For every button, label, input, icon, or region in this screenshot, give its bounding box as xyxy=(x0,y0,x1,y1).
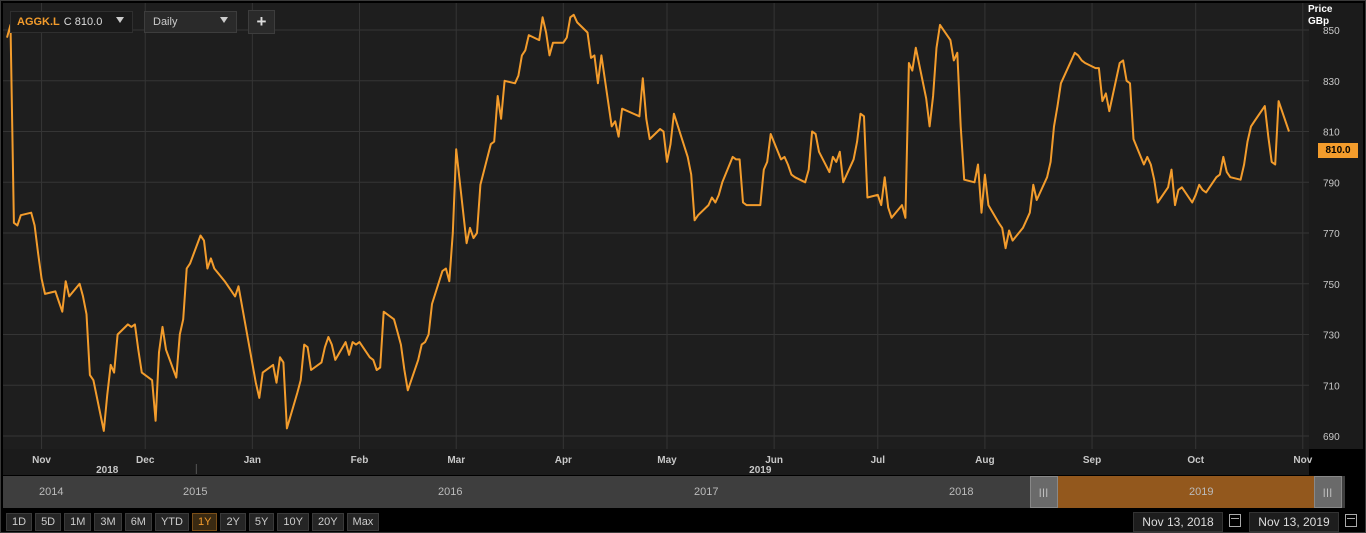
y-tick-label: 810 xyxy=(1323,128,1340,139)
chevron-down-icon[interactable] xyxy=(220,17,228,23)
y-tick-label: 730 xyxy=(1323,331,1340,342)
x-tick-label: Dec xyxy=(136,455,155,466)
y-tick-label: 830 xyxy=(1323,77,1340,88)
ticker-symbol: AGGK.L xyxy=(17,16,60,28)
price-label: Price xyxy=(1308,4,1333,15)
interval-label: Daily xyxy=(153,16,178,28)
navigator-year-label: 2014 xyxy=(39,486,64,498)
range-button-10y[interactable]: 10Y xyxy=(277,513,309,531)
x-tick-label: Jun xyxy=(765,455,783,466)
range-button-ytd[interactable]: YTD xyxy=(154,513,189,531)
y-tick-label: 690 xyxy=(1323,432,1340,443)
y-tick-label: 710 xyxy=(1323,381,1340,392)
range-button-2y[interactable]: 2Y xyxy=(220,513,246,531)
range-selector: 1D 5D 1M 3M 6M YTD 1Y 2Y 5Y 10Y 20Y Max xyxy=(6,513,380,531)
navigator-right-handle[interactable]: ||| xyxy=(1314,476,1342,508)
year-label: 2018 xyxy=(96,465,119,476)
x-tick-label: Oct xyxy=(1187,455,1204,466)
y-tick-label: 770 xyxy=(1323,229,1340,240)
x-tick-label: May xyxy=(657,455,677,466)
x-tick-label: Aug xyxy=(975,455,994,466)
x-tick-label: Apr xyxy=(555,455,572,466)
range-button-3m[interactable]: 3M xyxy=(94,513,122,531)
calendar-icon[interactable] xyxy=(1345,514,1357,527)
year-label: 2019 xyxy=(749,465,772,476)
plot-area xyxy=(3,3,1309,449)
interval-dropdown[interactable]: Daily xyxy=(144,11,237,33)
x-tick-label: Jul xyxy=(871,455,886,466)
ticker-selector[interactable]: AGGK.L C 810.0 xyxy=(10,11,133,33)
end-date-field[interactable]: Nov 13, 2019 xyxy=(1249,512,1339,532)
time-axis-area xyxy=(3,449,1309,475)
start-date-field[interactable]: Nov 13, 2018 xyxy=(1133,512,1223,532)
price-line xyxy=(6,13,1290,432)
add-series-button[interactable]: + xyxy=(248,10,275,34)
x-tick-label: Nov xyxy=(32,455,51,466)
navigator-year-label: 2017 xyxy=(694,486,719,498)
close-price: C 810.0 xyxy=(63,16,103,28)
range-button-1d[interactable]: 1D xyxy=(6,513,33,531)
y-tick-label: 790 xyxy=(1323,178,1340,189)
navigator-left-handle[interactable]: ||| xyxy=(1030,476,1058,508)
navigator-year-label: 2019 xyxy=(1189,486,1214,498)
price-unit-label: Price GBp xyxy=(1308,4,1338,28)
range-button-20y[interactable]: 20Y xyxy=(311,513,344,531)
range-button-6m[interactable]: 6M xyxy=(124,513,152,531)
price-axis-area xyxy=(1309,3,1363,449)
x-tick-label: Nov xyxy=(1293,455,1312,466)
range-button-max[interactable]: Max xyxy=(346,513,380,531)
x-tick-label: Sep xyxy=(1083,455,1101,466)
chevron-down-icon[interactable] xyxy=(116,17,124,23)
x-tick-label: Feb xyxy=(351,455,369,466)
y-tick-label: 850 xyxy=(1323,26,1340,37)
currency-label: GBp xyxy=(1308,16,1330,27)
navigator-window[interactable] xyxy=(1056,476,1314,508)
range-button-5d[interactable]: 5D xyxy=(35,513,62,531)
range-button-1y[interactable]: 1Y xyxy=(191,513,218,531)
range-button-5y[interactable]: 5Y xyxy=(248,513,275,531)
range-button-1m[interactable]: 1M xyxy=(64,513,92,531)
navigator-year-label: 2018 xyxy=(949,486,974,498)
last-price-badge: 810.0 xyxy=(1318,143,1358,158)
calendar-icon[interactable] xyxy=(1229,514,1241,527)
x-tick-label: Mar xyxy=(447,455,465,466)
navigator-year-label: 2016 xyxy=(438,486,463,498)
navigator-year-label: 2015 xyxy=(183,486,208,498)
x-tick-label: Jan xyxy=(244,455,261,466)
y-tick-label: 750 xyxy=(1323,280,1340,291)
